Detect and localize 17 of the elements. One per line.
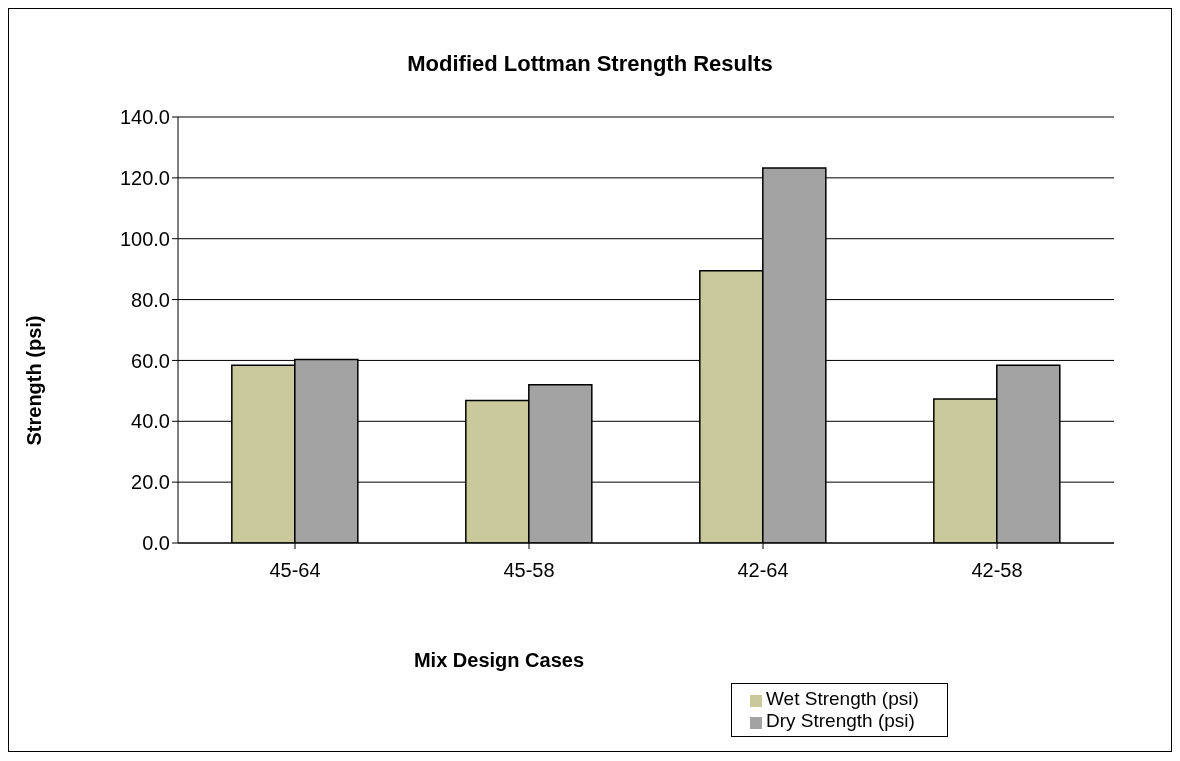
x-tick-label: 45-64 — [269, 559, 321, 582]
y-tick-label: 0.0 — [142, 532, 170, 555]
y-tick-label: 120.0 — [119, 166, 170, 189]
legend-label: Dry Strength (psi) — [766, 710, 915, 731]
y-tick-label: 100.0 — [119, 227, 170, 250]
y-tick-label: 140.0 — [119, 106, 170, 129]
x-tick-label: 42-58 — [971, 559, 1023, 582]
chart-title: Modified Lottman Strength Results — [406, 51, 774, 77]
y-tick-label: 20.0 — [131, 471, 170, 494]
y-tick-label: 60.0 — [131, 349, 170, 372]
x-axis-title: Mix Design Cases — [412, 649, 586, 672]
y-tick-label: 40.0 — [131, 410, 170, 433]
y-tick-label: 80.0 — [131, 288, 170, 311]
x-tick-label: 45-58 — [503, 559, 555, 582]
x-tick-label: 42-64 — [737, 559, 789, 582]
y-axis-title: Strength (psi) — [22, 315, 46, 445]
legend-label: Wet Strength (psi) — [766, 688, 919, 709]
